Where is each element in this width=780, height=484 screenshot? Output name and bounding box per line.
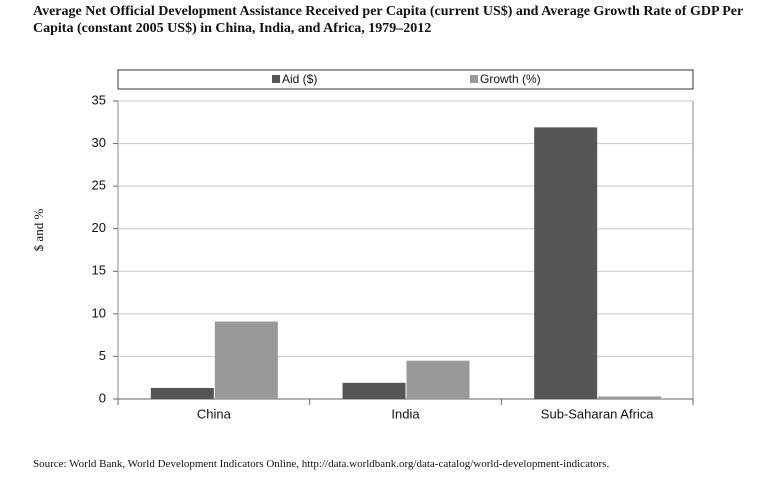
chart: $ and % 0 5 10 15 20 25 30 35 China India Sub-Saha… (31, 69, 694, 421)
bar (342, 382, 406, 399)
x-tick-label: India (391, 406, 420, 421)
y-tick-label: 15 (92, 263, 106, 278)
y-tick-label: 30 (92, 135, 106, 150)
plot-area (117, 100, 694, 400)
y-tick-label: 0 (99, 390, 106, 405)
legend-swatch (272, 75, 280, 83)
bar (214, 321, 278, 399)
legend-swatch (470, 75, 478, 83)
chart-title: Average Net Official Development Assista… (33, 4, 743, 36)
y-tick-label: 25 (92, 178, 106, 193)
y-tick-label: 20 (92, 220, 106, 235)
bar (598, 396, 662, 399)
x-tick-label: Sub-Saharan Africa (541, 406, 655, 421)
legend-label: Growth (%) (480, 72, 541, 86)
bar (406, 360, 470, 399)
y-axis-label: $ and % (31, 209, 46, 252)
x-tick-label: China (197, 406, 232, 421)
bar (150, 387, 214, 399)
bar (534, 127, 598, 399)
y-tick-label: 5 (99, 348, 106, 363)
legend-label: Aid ($) (282, 72, 317, 86)
source-note: Source: World Bank, World Development In… (33, 458, 610, 470)
legend-box (117, 69, 694, 90)
y-tick-label: 10 (92, 305, 106, 320)
y-tick-label: 35 (92, 92, 106, 107)
